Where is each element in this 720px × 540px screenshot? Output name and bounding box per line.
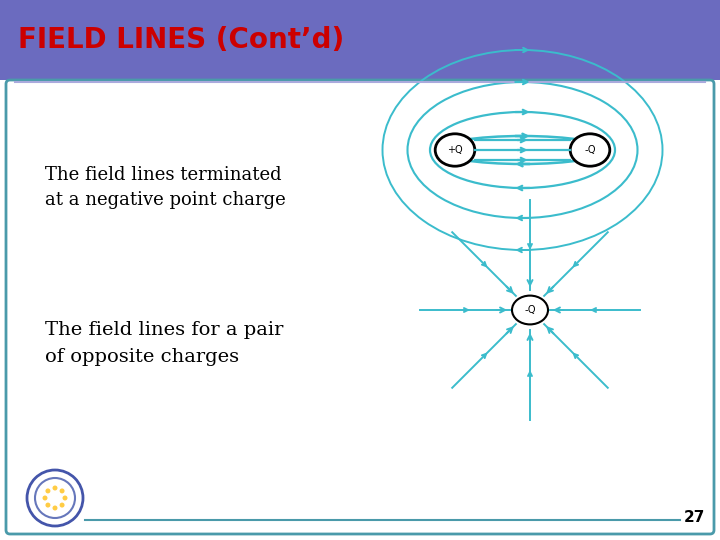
- Circle shape: [45, 503, 50, 508]
- Ellipse shape: [512, 295, 548, 325]
- Text: The field lines for a pair: The field lines for a pair: [45, 321, 284, 339]
- Circle shape: [63, 496, 68, 501]
- Text: at a negative point charge: at a negative point charge: [45, 191, 286, 209]
- Circle shape: [53, 505, 58, 510]
- Circle shape: [60, 503, 65, 508]
- Circle shape: [53, 485, 58, 490]
- FancyBboxPatch shape: [6, 80, 714, 534]
- Circle shape: [60, 488, 65, 494]
- Text: FIELD LINES (Cont’d): FIELD LINES (Cont’d): [18, 26, 344, 54]
- Text: of opposite charges: of opposite charges: [45, 348, 239, 366]
- Circle shape: [42, 496, 48, 501]
- Text: -Q: -Q: [524, 305, 536, 315]
- Text: 27: 27: [683, 510, 705, 525]
- Text: +Q: +Q: [447, 145, 463, 155]
- Text: The field lines terminated: The field lines terminated: [45, 166, 282, 184]
- Circle shape: [45, 488, 50, 494]
- Text: -Q: -Q: [584, 145, 595, 155]
- Ellipse shape: [570, 134, 610, 166]
- Ellipse shape: [435, 134, 474, 166]
- Bar: [0, 0, 720, 80]
